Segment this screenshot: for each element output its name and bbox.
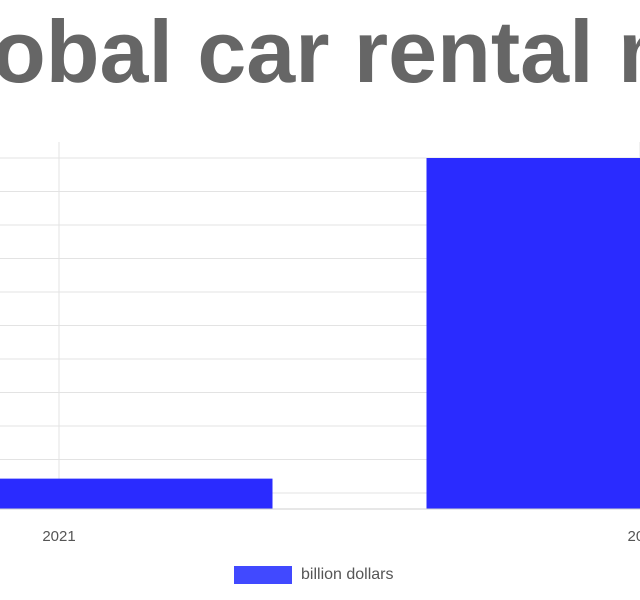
legend-label: billion dollars xyxy=(301,566,394,583)
x-tick-label-2021: 2021 xyxy=(42,528,75,545)
legend-swatch xyxy=(234,566,292,584)
x-tick-label-202: 202 xyxy=(627,528,640,545)
legend[interactable]: billion dollars xyxy=(234,566,394,584)
bar-2021 xyxy=(0,478,273,509)
chart-title: obal car rental m xyxy=(0,2,640,101)
bar-202 xyxy=(426,158,640,509)
